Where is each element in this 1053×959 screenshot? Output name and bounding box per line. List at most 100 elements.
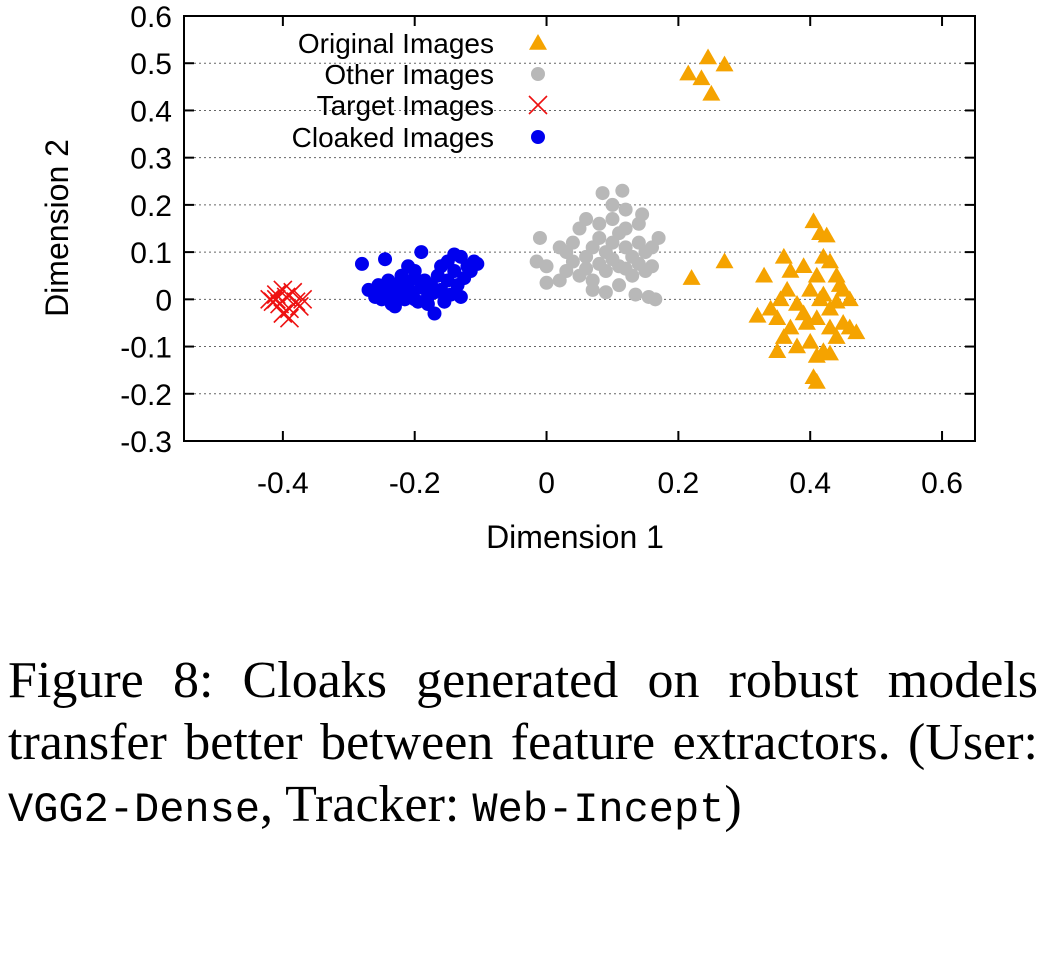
cloaked-images-point [414, 245, 429, 260]
other-images-point [605, 212, 620, 227]
original-images-point [788, 337, 807, 354]
figure-caption: Figure 8: Cloaks generated on robust mod… [8, 650, 1038, 841]
original-images-point [840, 318, 859, 335]
target-images-point [279, 308, 300, 328]
original-images-point [807, 309, 826, 325]
other-images-point [615, 183, 630, 198]
scatter-plot: 0.6 0.5 0.4 0.3 0.2 0.1 0 -0.1 -0.2 -0.3 -0.4 -0.2 0… [39, 1, 976, 555]
original-images-point [768, 309, 787, 325]
cloaked-images-point [378, 252, 393, 267]
other-images-point [595, 186, 610, 201]
grid-lines [184, 62, 975, 395]
original-images-point [804, 212, 823, 229]
original-images-point [807, 266, 826, 283]
y-tick-label: 0.1 [130, 237, 172, 270]
x-tick-label: 0.6 [921, 467, 963, 500]
original-images-point [781, 262, 800, 278]
legend-label: Original Images [298, 28, 494, 59]
cloaked-images-point [440, 254, 455, 269]
y-tick-label: 0.4 [130, 95, 172, 128]
cloaked-images-point [394, 280, 409, 295]
other-images-point [612, 278, 627, 293]
original-images-point [781, 318, 800, 335]
other-images-point [579, 261, 594, 276]
cloaked-images-point [467, 254, 482, 269]
other-images-point [631, 216, 646, 231]
legend-label: Cloaked Images [292, 122, 494, 153]
caption-text: Figure 8: Cloaks generated on robust mod… [8, 652, 1038, 771]
legend-label: Target Images [317, 90, 494, 121]
y-tick-label: 0.2 [130, 190, 172, 223]
original-images-point [774, 328, 793, 344]
y-axis-label: Dimension 2 [39, 139, 75, 317]
original-images-point [797, 313, 816, 330]
plot-frame [183, 15, 976, 442]
legend-marker [531, 67, 545, 81]
other-images-point [618, 261, 633, 276]
original-images-point [774, 247, 793, 264]
cloaked-images-point [407, 292, 422, 307]
axis-ticks: 0.6 0.5 0.4 0.3 0.2 0.1 0 -0.1 -0.2 -0.3 -0.4 -0.2 0… [120, 1, 975, 500]
other-images-point [579, 212, 594, 227]
original-images-point [811, 290, 830, 307]
x-tick-label: -0.4 [257, 467, 309, 500]
original-images-point [817, 226, 836, 243]
original-images-point [807, 347, 826, 363]
original-images-point [801, 332, 820, 349]
other-images-point [592, 256, 607, 271]
original-images-point [820, 252, 839, 269]
original-images-point [794, 257, 813, 274]
original-images-point [820, 318, 839, 335]
original-images-point [771, 290, 790, 307]
other-images-point [532, 230, 547, 245]
original-images-point [679, 64, 698, 81]
other-images-point [565, 235, 580, 250]
other-images-point [539, 259, 554, 274]
target-images-point [289, 296, 309, 316]
target-images-point [286, 292, 306, 312]
scatter-figure: 0.6 0.5 0.4 0.3 0.2 0.1 0 -0.1 -0.2 -0.3 -0.4 -0.2 0… [39, 1, 976, 555]
other-images-point [565, 254, 580, 269]
legend-marker [531, 130, 545, 144]
original-images-point [682, 269, 701, 285]
original-images-point [827, 266, 846, 283]
original-images-point [820, 299, 839, 316]
x-tick-label: -0.2 [389, 467, 441, 500]
other-images-point [552, 240, 567, 255]
original-images-point [715, 55, 734, 72]
data-points [260, 48, 866, 389]
cloaked-images-point [401, 259, 416, 274]
cloaked-images-point [354, 256, 369, 271]
other-images-point [628, 287, 643, 302]
original-images-point [699, 48, 718, 65]
original-images-point [827, 328, 846, 344]
cloaked-images-point [420, 297, 435, 312]
original-images-point [702, 84, 721, 101]
original-images-point [768, 342, 787, 359]
other-images-point [605, 197, 620, 212]
other-images-point [648, 292, 663, 307]
other-images-point [651, 230, 666, 245]
original-images-point [801, 280, 820, 297]
x-tick-label: 0.4 [789, 467, 831, 500]
other-images-point [618, 202, 633, 217]
cloaked-images-point [387, 299, 402, 314]
caption-text-end: ) [724, 776, 742, 833]
original-images-point [715, 252, 734, 269]
original-images-point [761, 299, 780, 316]
y-tick-label: 0 [155, 284, 172, 317]
y-tick-label: -0.3 [120, 426, 172, 459]
caption-text-mid: , Tracker: [260, 776, 473, 833]
other-images-point [618, 221, 633, 236]
other-images-point [585, 282, 600, 297]
x-tick-label: 0 [538, 467, 555, 500]
target-images-point [293, 289, 313, 309]
original-images-point [692, 69, 711, 86]
y-tick-label: 0.5 [130, 48, 172, 81]
other-images-point [631, 256, 646, 271]
y-tick-label: -0.2 [120, 379, 172, 412]
other-images-point [598, 285, 613, 300]
original-images-point [807, 372, 826, 389]
x-tick-label: 0.2 [658, 467, 700, 500]
